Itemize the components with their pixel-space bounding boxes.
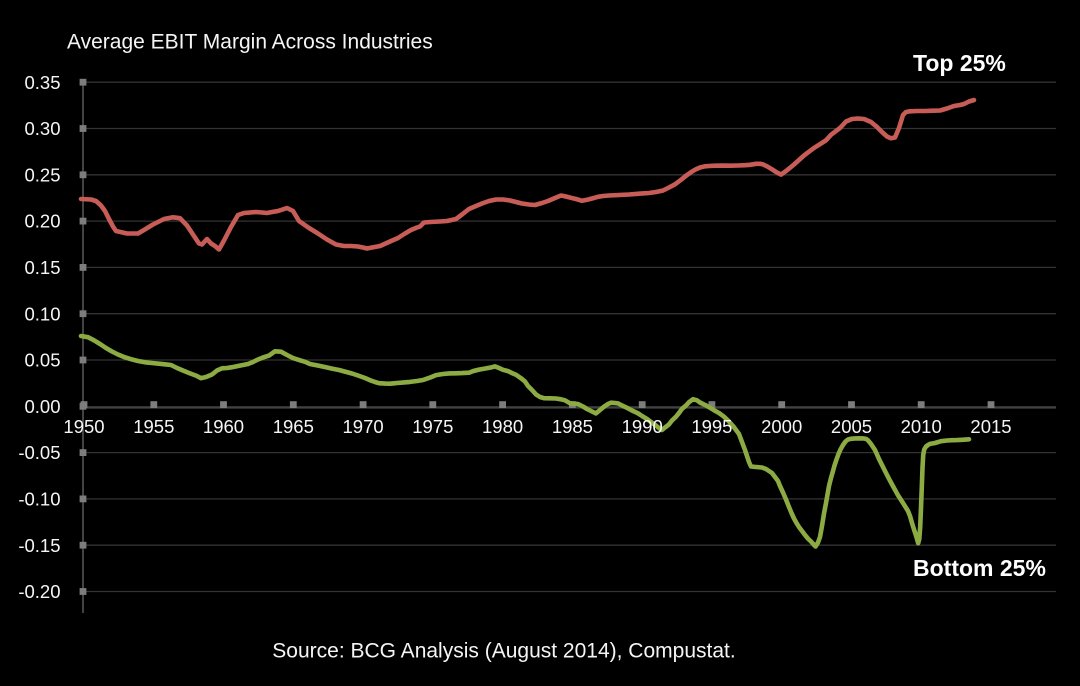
svg-text:0.30: 0.30: [24, 118, 60, 139]
svg-text:2010: 2010: [901, 416, 942, 437]
svg-text:-0.20: -0.20: [18, 581, 60, 602]
svg-text:2000: 2000: [761, 416, 802, 437]
svg-text:Source: BCG Analysis (August 2: Source: BCG Analysis (August 2014), Comp…: [272, 640, 735, 663]
svg-text:-0.10: -0.10: [18, 489, 60, 510]
svg-text:Bottom 25%: Bottom 25%: [913, 555, 1046, 581]
svg-text:0.15: 0.15: [24, 257, 60, 278]
svg-text:1975: 1975: [412, 416, 453, 437]
svg-text:Top 25%: Top 25%: [913, 50, 1006, 76]
svg-text:1985: 1985: [552, 416, 593, 437]
svg-text:Average EBIT Margin Across Ind: Average EBIT Margin Across Industries: [67, 31, 433, 54]
svg-text:0.35: 0.35: [24, 72, 60, 93]
svg-text:-0.15: -0.15: [18, 535, 60, 556]
svg-text:0.25: 0.25: [24, 164, 60, 185]
svg-text:-0.05: -0.05: [18, 442, 60, 463]
svg-text:1955: 1955: [133, 416, 174, 437]
svg-text:0.20: 0.20: [24, 211, 60, 232]
svg-text:2015: 2015: [970, 416, 1011, 437]
svg-text:2005: 2005: [831, 416, 872, 437]
svg-text:0.05: 0.05: [24, 350, 60, 371]
svg-text:1950: 1950: [63, 416, 104, 437]
svg-text:1995: 1995: [691, 416, 732, 437]
svg-text:1965: 1965: [273, 416, 314, 437]
svg-text:1990: 1990: [622, 416, 663, 437]
svg-text:1980: 1980: [482, 416, 523, 437]
svg-text:1960: 1960: [203, 416, 244, 437]
svg-text:1970: 1970: [343, 416, 384, 437]
svg-text:0.10: 0.10: [24, 303, 60, 324]
svg-text:0.00: 0.00: [24, 396, 60, 417]
